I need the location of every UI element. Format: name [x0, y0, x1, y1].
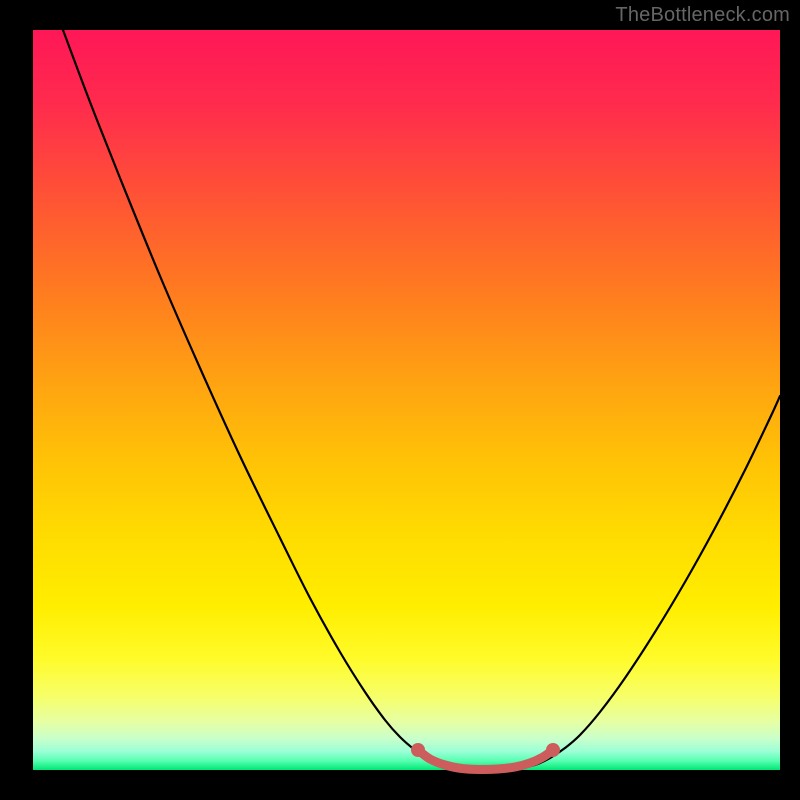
chart-stage: TheBottleneck.com — [0, 0, 800, 800]
chart-svg — [0, 0, 800, 800]
optimal-range-start-dot — [411, 743, 425, 757]
optimal-range-end-dot — [546, 743, 560, 757]
plot-area — [33, 30, 780, 770]
watermark-text: TheBottleneck.com — [615, 4, 790, 27]
